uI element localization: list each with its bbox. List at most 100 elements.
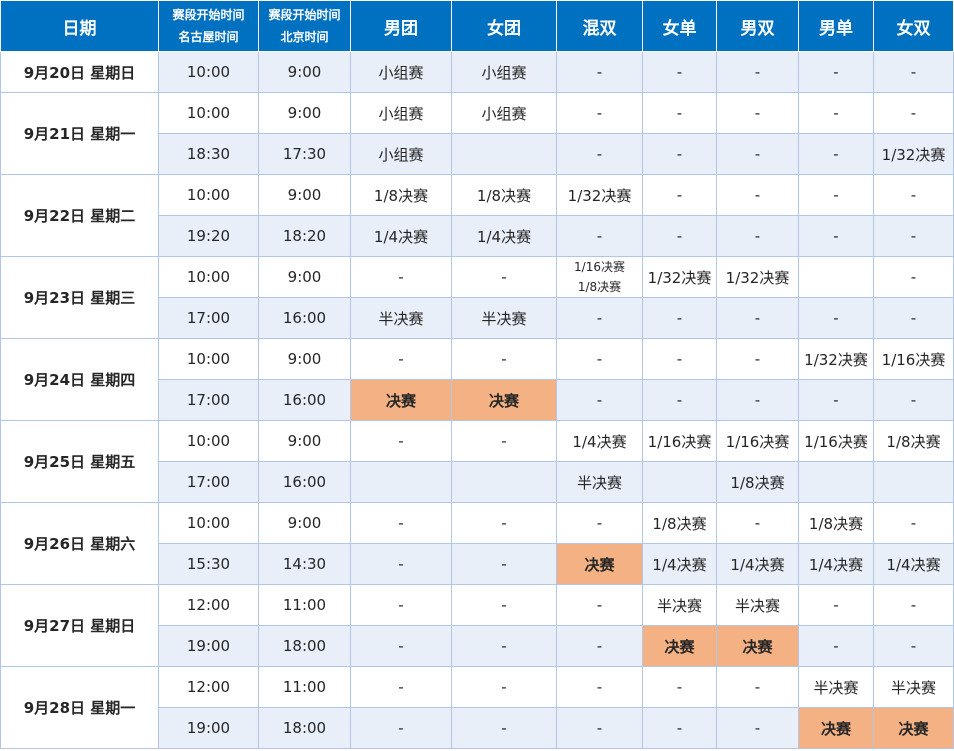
event-cell xyxy=(798,461,874,503)
event-cell: - xyxy=(350,625,452,667)
event-cell: - xyxy=(556,625,643,667)
event-cell: - xyxy=(556,215,643,257)
event-cell: 半决赛 xyxy=(642,584,717,626)
date-cell: 9月25日 星期五 xyxy=(0,420,159,503)
event-cell: 1/16决赛 xyxy=(798,420,874,462)
event-cell: 1/8决赛 xyxy=(451,174,557,216)
event-cell: - xyxy=(642,297,717,339)
event-cell: 1/8决赛 xyxy=(798,502,874,544)
event-cell: 半决赛 xyxy=(716,584,799,626)
event-cell: - xyxy=(350,256,452,298)
event-cell: - xyxy=(350,584,452,626)
event-cell: - xyxy=(556,51,643,93)
final-cell: 决赛 xyxy=(873,707,954,749)
nagoya-time-cell: 10:00 xyxy=(158,502,259,544)
event-cell: - xyxy=(642,379,717,421)
event-cell: 1/16决赛 xyxy=(873,338,954,380)
table-row: 9月20日 星期日 10:00 9:00 小组赛 小组赛 - - - - - xyxy=(0,51,954,93)
beijing-time-cell: 9:00 xyxy=(258,174,351,216)
header-nagoya-time: 赛段开始时间 名古屋时间 xyxy=(158,0,259,52)
event-cell xyxy=(350,461,452,503)
table-row: 17:00 16:00 半决赛 1/8决赛 xyxy=(1,461,954,503)
date-cell: 9月27日 星期日 xyxy=(0,584,159,667)
final-cell: 决赛 xyxy=(350,379,452,421)
event-cell: 半决赛 xyxy=(556,461,643,503)
table-row: 19:00 18:00 - - - - - 决赛 决赛 xyxy=(1,707,954,749)
event-cell: - xyxy=(716,338,799,380)
final-cell: 决赛 xyxy=(451,379,557,421)
nagoya-time-cell: 10:00 xyxy=(158,92,259,134)
header-event: 女团 xyxy=(451,0,557,52)
nagoya-time-cell: 10:00 xyxy=(158,51,259,93)
date-cell: 9月24日 星期四 xyxy=(0,338,159,421)
event-cell xyxy=(451,133,557,175)
header-beijing-time: 赛段开始时间 北京时间 xyxy=(258,0,351,52)
header-event: 男双 xyxy=(716,0,799,52)
header-event: 男团 xyxy=(350,0,452,52)
event-cell xyxy=(642,461,717,503)
event-cell xyxy=(873,461,954,503)
nagoya-time-cell: 19:00 xyxy=(158,707,259,749)
event-cell: - xyxy=(451,420,557,462)
event-cell: - xyxy=(798,379,874,421)
event-cell: - xyxy=(451,584,557,626)
event-cell: 小组赛 xyxy=(451,51,557,93)
nagoya-time-cell: 10:00 xyxy=(158,420,259,462)
date-cell: 9月28日 星期一 xyxy=(0,666,159,749)
event-cell xyxy=(798,256,874,298)
beijing-time-cell: 9:00 xyxy=(258,420,351,462)
header-event: 男单 xyxy=(798,0,874,52)
beijing-time-cell: 11:00 xyxy=(258,584,351,626)
event-cell: - xyxy=(798,174,874,216)
table-row: 15:30 14:30 - - 决赛 1/4决赛 1/4决赛 1/4决赛 1/4… xyxy=(1,543,954,585)
event-cell: - xyxy=(873,584,954,626)
beijing-time-cell: 17:30 xyxy=(258,133,351,175)
event-cell: - xyxy=(350,420,452,462)
date-cell: 9月21日 星期一 xyxy=(0,92,159,175)
event-cell: - xyxy=(873,379,954,421)
beijing-time-cell: 18:00 xyxy=(258,707,351,749)
event-cell: - xyxy=(716,92,799,134)
table-row: 9月21日 星期一 10:00 9:00 小组赛 小组赛 - - - - - xyxy=(0,92,954,175)
beijing-time-cell: 16:00 xyxy=(258,297,351,339)
event-cell: 1/4决赛 xyxy=(873,543,954,585)
event-cell: - xyxy=(642,92,717,134)
event-cell: 半决赛 xyxy=(451,297,557,339)
event-cell: 1/8决赛 xyxy=(642,502,717,544)
event-cell: - xyxy=(451,543,557,585)
event-cell: - xyxy=(451,338,557,380)
beijing-time-cell: 16:00 xyxy=(258,379,351,421)
event-cell: 半决赛 xyxy=(873,666,954,708)
event-cell: 小组赛 xyxy=(451,92,557,134)
nagoya-time-cell: 10:00 xyxy=(158,256,259,298)
event-cell: - xyxy=(716,297,799,339)
event-cell: 1/8决赛 xyxy=(716,461,799,503)
beijing-time-cell: 9:00 xyxy=(258,92,351,134)
event-cell: 1/32决赛 xyxy=(716,256,799,298)
event-cell: - xyxy=(642,215,717,257)
event-cell: 1/4决赛 xyxy=(556,420,643,462)
event-cell: - xyxy=(556,379,643,421)
event-cell: 1/4决赛 xyxy=(716,543,799,585)
event-cell: - xyxy=(798,625,874,667)
header-event: 女双 xyxy=(873,0,954,52)
nagoya-time-cell: 15:30 xyxy=(158,543,259,585)
nagoya-time-cell: 18:30 xyxy=(158,133,259,175)
nagoya-time-cell: 12:00 xyxy=(158,666,259,708)
event-cell: - xyxy=(873,51,954,93)
date-cell: 9月23日 星期三 xyxy=(0,256,159,339)
table-row: 19:20 18:20 1/4决赛 1/4决赛 - - - - - xyxy=(1,215,954,257)
event-cell: - xyxy=(642,338,717,380)
event-cell: 半决赛 xyxy=(350,297,452,339)
event-cell: - xyxy=(556,297,643,339)
event-cell: - xyxy=(716,215,799,257)
event-cell: 小组赛 xyxy=(350,92,452,134)
event-cell: - xyxy=(798,133,874,175)
nagoya-time-cell: 17:00 xyxy=(158,297,259,339)
final-cell: 决赛 xyxy=(798,707,874,749)
header-row: 日期 赛段开始时间 名古屋时间 赛段开始时间 北京时间 男团 女团 混双 女单 男双… xyxy=(0,0,954,52)
beijing-time-cell: 11:00 xyxy=(258,666,351,708)
event-cell: - xyxy=(873,502,954,544)
event-cell: - xyxy=(873,215,954,257)
table-row: 9月25日 星期五 10:00 9:00 - - 1/4决赛 1/16决赛 1/… xyxy=(0,420,954,503)
